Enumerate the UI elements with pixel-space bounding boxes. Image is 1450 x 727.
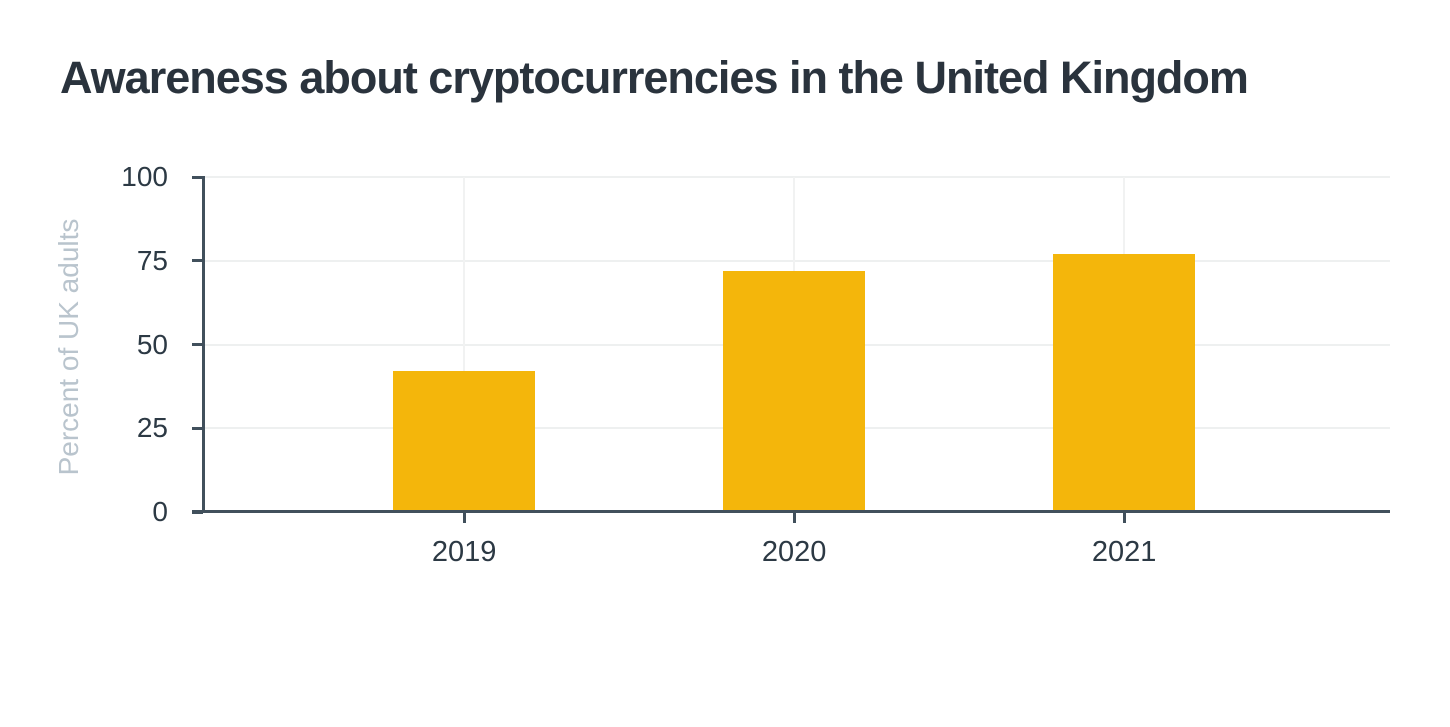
gridline-h bbox=[203, 259, 1390, 262]
gridline-v bbox=[463, 177, 466, 512]
y-axis-tick bbox=[192, 343, 203, 346]
bar-2021 bbox=[1053, 254, 1196, 512]
x-tick-label: 2019 bbox=[431, 536, 497, 568]
y-tick-label: 75 bbox=[136, 244, 168, 276]
y-axis-tick bbox=[192, 259, 203, 263]
gridline-h bbox=[203, 176, 1390, 178]
y-tick-label: 0 bbox=[152, 496, 168, 527]
x-axis-line bbox=[192, 510, 1390, 513]
y-tick-label: 50 bbox=[136, 328, 168, 360]
x-tick-label: 2021 bbox=[1091, 536, 1157, 568]
y-axis-title: Percent of UK adults bbox=[53, 218, 84, 476]
bar-2020 bbox=[723, 270, 866, 512]
x-axis-tick bbox=[792, 513, 796, 523]
y-tick-label: 25 bbox=[136, 412, 168, 444]
footer: cointelegraph.com source: Financial Cond… bbox=[0, 610, 1450, 700]
y-axis-line bbox=[202, 176, 205, 513]
x-tick-label: 2020 bbox=[761, 536, 827, 568]
x-axis-tick bbox=[1122, 513, 1126, 523]
y-tick-label: 100 bbox=[121, 161, 168, 192]
y-axis-tick bbox=[192, 175, 203, 179]
chart-title: Awareness about cryptocurrencies in the … bbox=[60, 52, 1249, 103]
y-axis-tick bbox=[192, 426, 203, 430]
x-axis-tick bbox=[462, 513, 466, 523]
bar-2019 bbox=[393, 371, 536, 512]
